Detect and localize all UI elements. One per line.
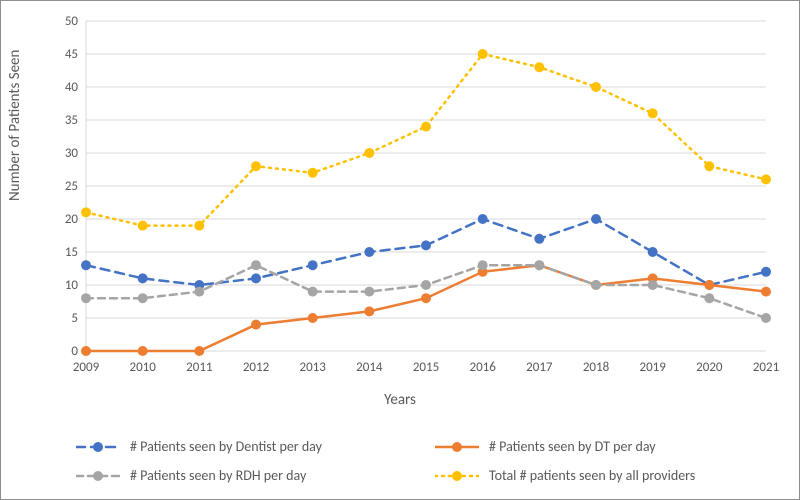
svg-text:30: 30	[65, 146, 79, 161]
legend-item-rdh: # Patients seen by RDH per day	[76, 467, 415, 484]
svg-text:2015: 2015	[413, 360, 439, 375]
legend-label: Total # patients seen by all providers	[489, 467, 695, 484]
svg-text:2021: 2021	[753, 360, 779, 375]
svg-text:45: 45	[65, 47, 78, 62]
svg-text:2017: 2017	[526, 360, 553, 375]
legend-label: # Patients seen by Dentist per day	[130, 438, 322, 455]
svg-text:20: 20	[65, 212, 79, 227]
chart-frame: { "chart": { "type": "line", "x_label": …	[0, 0, 800, 500]
y-axis-label: Number of Patients Seen	[6, 50, 24, 201]
legend-swatch-icon	[435, 469, 479, 483]
svg-text:2012: 2012	[243, 360, 270, 375]
legend-label: # Patients seen by DT per day	[489, 438, 656, 455]
svg-text:15: 15	[65, 245, 78, 260]
svg-text:2019: 2019	[639, 360, 666, 375]
svg-text:40: 40	[65, 80, 79, 95]
legend-swatch-icon	[76, 440, 120, 454]
svg-text:25: 25	[65, 179, 78, 194]
svg-text:2013: 2013	[299, 360, 326, 375]
svg-text:35: 35	[65, 113, 78, 128]
svg-text:2011: 2011	[186, 360, 212, 375]
svg-text:2010: 2010	[129, 360, 156, 375]
svg-text:5: 5	[71, 311, 78, 326]
legend-item-dentist: # Patients seen by Dentist per day	[76, 438, 415, 455]
svg-text:0: 0	[71, 344, 78, 359]
legend-swatch-icon	[435, 440, 479, 454]
x-axis-label: Years	[1, 391, 799, 409]
svg-text:10: 10	[65, 278, 79, 293]
chart-plot: 0 5 10 15 20 25 30 35 40 45 50 2009 2010 2011 2012 2013…	[1, 1, 800, 381]
svg-text:50: 50	[65, 14, 79, 29]
svg-text:2009: 2009	[73, 360, 100, 375]
legend-swatch-icon	[76, 469, 120, 483]
svg-text:2018: 2018	[583, 360, 610, 375]
svg-text:2020: 2020	[696, 360, 723, 375]
legend-label: # Patients seen by RDH per day	[130, 467, 306, 484]
legend-item-dt: # Patients seen by DT per day	[435, 438, 774, 455]
svg-text:2016: 2016	[469, 360, 496, 375]
svg-text:2014: 2014	[356, 360, 383, 375]
legend-item-total: Total # patients seen by all providers	[435, 467, 774, 484]
chart-legend: # Patients seen by Dentist per day # Pati…	[76, 438, 774, 484]
